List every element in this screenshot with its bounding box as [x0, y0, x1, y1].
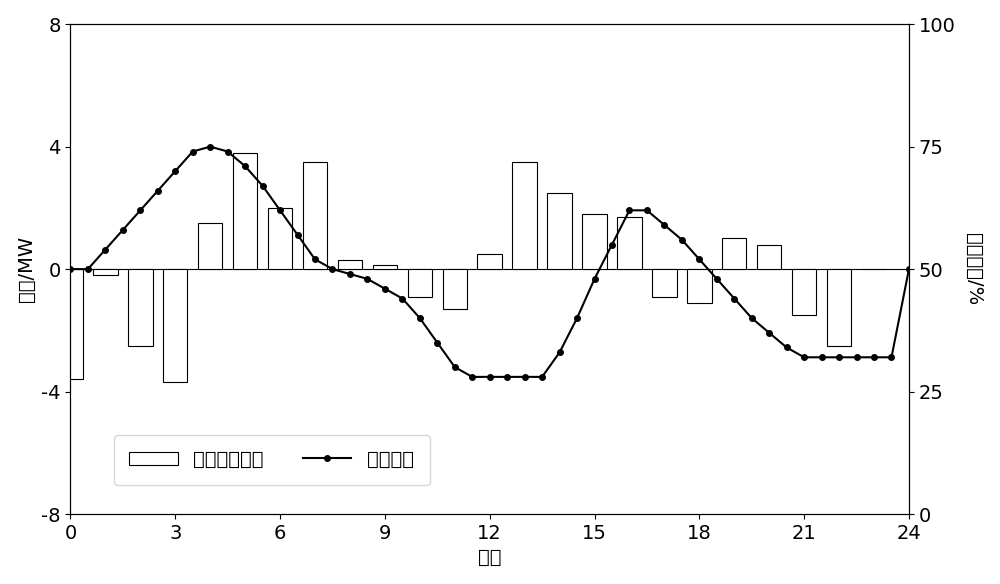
- Bar: [128, 269, 153, 346]
- Bar: [617, 217, 642, 269]
- Bar: [687, 269, 712, 303]
- Bar: [373, 265, 397, 269]
- Bar: [792, 269, 816, 315]
- Bar: [268, 208, 292, 269]
- Bar: [58, 269, 83, 380]
- Bar: [722, 238, 746, 269]
- Bar: [303, 162, 327, 269]
- Bar: [582, 214, 607, 269]
- Bar: [233, 153, 257, 269]
- Bar: [408, 269, 432, 297]
- Bar: [757, 245, 781, 269]
- Bar: [443, 269, 467, 309]
- Y-axis label: 功率/MW: 功率/MW: [17, 236, 36, 302]
- Bar: [477, 254, 502, 269]
- Bar: [652, 269, 677, 297]
- Bar: [93, 269, 118, 275]
- Y-axis label: 储热容量/%: 储热容量/%: [964, 233, 983, 305]
- Bar: [512, 162, 537, 269]
- Bar: [163, 269, 187, 383]
- Bar: [547, 193, 572, 269]
- X-axis label: 时刻: 时刻: [478, 548, 501, 567]
- Bar: [827, 269, 851, 346]
- Bar: [198, 223, 222, 269]
- Bar: [338, 260, 362, 269]
- Legend: 储热设备功率, 储热容量: 储热设备功率, 储热容量: [114, 434, 430, 485]
